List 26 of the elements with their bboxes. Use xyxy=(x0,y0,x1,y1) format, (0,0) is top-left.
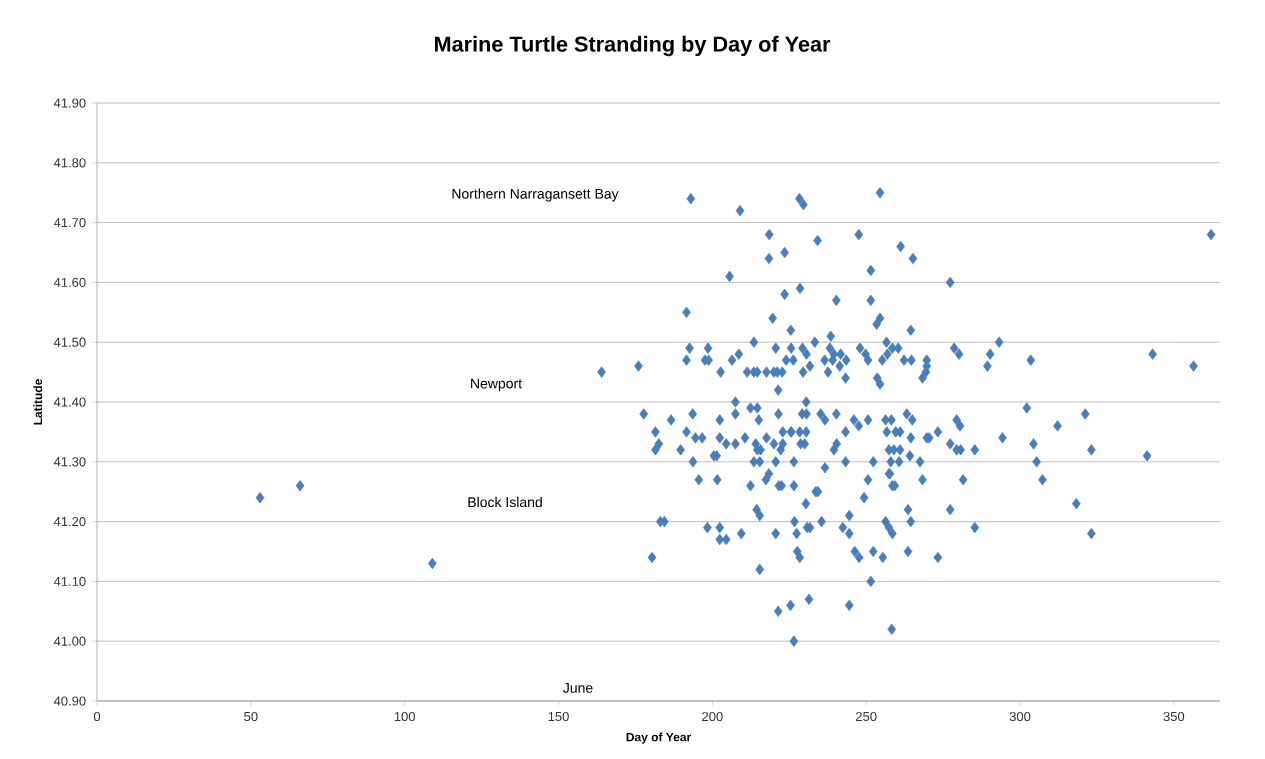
y-tick-label: 41.90 xyxy=(53,98,86,108)
x-tick-label: 0 xyxy=(93,711,101,722)
chart-title: Marine Turtle Stranding by Day of Year xyxy=(435,35,831,57)
x-tick-label: 50 xyxy=(244,711,258,722)
x-axis-title: Day of Year xyxy=(626,732,692,744)
y-tick-label: 41.40 xyxy=(53,397,86,407)
x-tick-label: 100 xyxy=(394,711,416,722)
y-tick-label: 41.70 xyxy=(53,218,86,228)
y-tick-label: 41.20 xyxy=(53,516,86,527)
y-tick-label: 40.90 xyxy=(53,696,86,706)
annotation: June xyxy=(563,683,593,693)
y-tick-label: 41.50 xyxy=(53,337,86,347)
annotation: Block Island xyxy=(468,496,542,508)
y-tick-label: 41.10 xyxy=(53,576,86,586)
x-tick-label: 150 xyxy=(548,711,569,722)
y-tick-label: 41.30 xyxy=(53,457,86,467)
y-tick-label: 41.60 xyxy=(53,277,86,287)
x-tick-label: 200 xyxy=(702,711,723,722)
annotation: Northern Narragansett Bay xyxy=(452,188,619,202)
y-axis-title: Latitude xyxy=(33,379,43,425)
annotation: Newport xyxy=(471,378,522,392)
x-tick-label: 250 xyxy=(855,711,877,722)
x-tick-label: 350 xyxy=(1163,711,1185,722)
y-tick-label: 41.80 xyxy=(53,158,86,168)
x-tick-label: 300 xyxy=(1009,711,1031,722)
y-tick-label: 41.00 xyxy=(53,636,86,646)
